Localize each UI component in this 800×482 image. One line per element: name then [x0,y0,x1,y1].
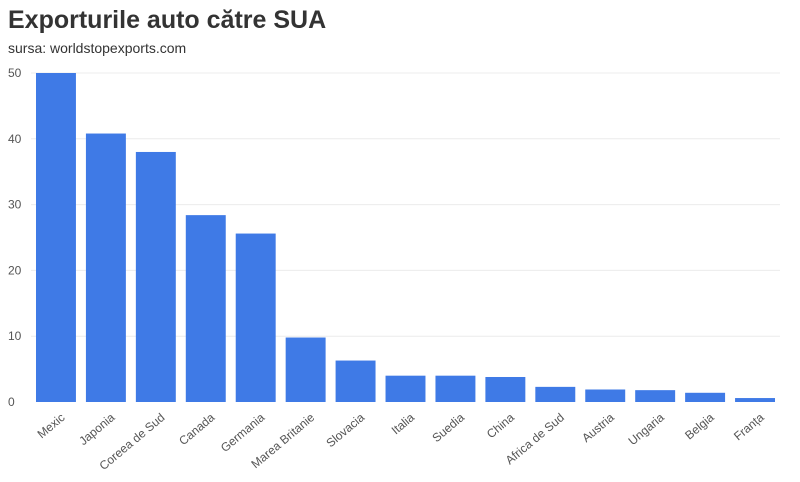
bar-germania [235,233,276,402]
bar-mexic [35,73,76,402]
bar-belgia [685,392,726,402]
x-tick-label: China [484,410,517,441]
bar-ungaria [635,390,676,402]
bar-suedia [435,375,476,402]
x-tick-label: Canada [176,410,217,448]
bar-franța [735,398,776,402]
x-tick-label: Belgia [682,410,717,442]
x-tick-label: Italia [389,410,418,437]
bar-africa-de-sud [535,386,576,402]
x-tick-label: Suedia [429,410,467,445]
y-tick-label: 20 [8,263,22,277]
y-tick-label: 30 [8,198,22,212]
bar-china [485,376,526,402]
x-tick-label: Germania [218,410,268,455]
bar-japonia [85,133,126,402]
y-axis-ticks: 0 10 20 30 40 50 [8,66,22,409]
bar-coreea-de-sud [135,151,176,402]
bars [35,73,776,402]
x-tick-label: Franța [731,410,767,443]
x-tick-label: Slovacia [323,410,367,450]
y-tick-label: 0 [8,395,15,409]
bar-canada [185,215,226,402]
bar-marea-britanie [285,337,326,402]
x-tick-label: Japonia [76,410,117,448]
bar-austria [585,389,626,402]
bar-slovacia [335,360,376,402]
y-tick-label: 40 [8,132,22,146]
x-tick-label: Ungaria [626,410,667,448]
y-tick-label: 50 [8,66,22,80]
bar-italia [385,375,426,402]
chart-title: Exporturile auto către SUA [8,6,327,34]
x-tick-label: Austria [579,410,617,445]
x-tick-label: Mexic [35,410,68,441]
y-tick-label: 10 [8,329,22,343]
chart-subtitle: sursa: worldstopexports.com [8,40,187,56]
